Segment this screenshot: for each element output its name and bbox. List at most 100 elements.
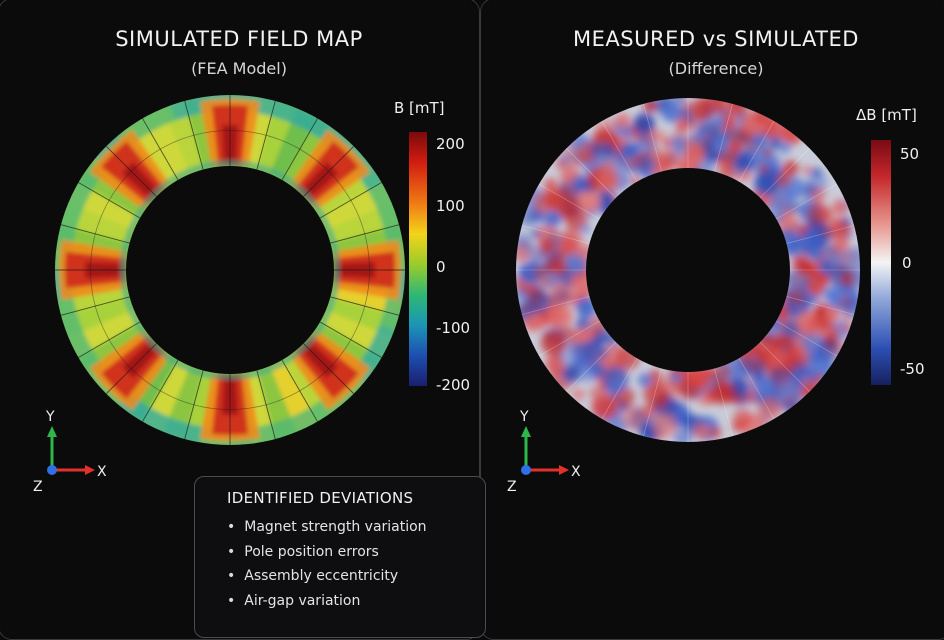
difference-blob — [576, 328, 591, 342]
difference-blob — [588, 386, 602, 399]
difference-blob — [782, 269, 807, 294]
difference-blob — [587, 327, 599, 339]
x-arrowhead-icon — [559, 465, 569, 475]
segment-line — [184, 370, 204, 440]
difference-blob — [591, 394, 618, 420]
difference-blob — [659, 148, 681, 171]
segment-line — [601, 358, 638, 420]
difference-blob — [514, 233, 532, 251]
difference-blob — [562, 364, 581, 383]
segment-line — [184, 100, 204, 170]
segment-line — [738, 120, 775, 182]
z-axis-dot — [47, 465, 57, 475]
list-item: Magnet strength variation — [227, 515, 426, 540]
difference-blob — [806, 317, 827, 338]
difference-blob — [752, 106, 771, 124]
difference-blob — [843, 323, 853, 333]
difference-blob — [565, 254, 587, 276]
colorbar-gradient — [871, 140, 891, 385]
colorbar-tick: 50 — [900, 145, 919, 163]
segment-line — [256, 100, 276, 170]
difference-blob — [815, 360, 834, 378]
x-axis-label: X — [97, 464, 107, 480]
difference-blob — [811, 186, 827, 202]
field-rim-cell — [284, 103, 319, 133]
difference-blob — [656, 130, 668, 142]
difference-blob — [758, 163, 770, 175]
colorbar-title: ΔB [mT] — [856, 106, 917, 124]
segment-line — [60, 224, 130, 244]
list-item: Pole position errors — [227, 540, 427, 565]
difference-blob — [825, 286, 845, 307]
difference-blob — [542, 210, 560, 228]
segment-line — [319, 321, 382, 358]
x-axis-label: X — [571, 464, 581, 480]
field-rim-cell — [63, 324, 93, 359]
difference-blob — [818, 259, 834, 275]
difference-blob — [757, 397, 782, 422]
difference-blob — [538, 275, 552, 289]
difference-blob — [676, 93, 686, 104]
difference-blob — [580, 223, 591, 235]
segment-line — [566, 341, 617, 392]
difference-blob — [802, 165, 812, 175]
colorbar-tick: -50 — [900, 360, 925, 378]
difference-blob — [806, 203, 829, 226]
difference-blob — [536, 224, 560, 248]
difference-blob — [582, 339, 605, 362]
z-axis-label: Z — [507, 479, 517, 495]
difference-blob — [525, 289, 550, 314]
segment-line — [60, 296, 130, 316]
difference-blob — [544, 178, 558, 192]
difference-blob — [816, 339, 840, 363]
panel-title: SIMULATED FIELD MAP — [115, 27, 363, 51]
segment-line — [256, 370, 276, 440]
colorbar-gradient — [409, 132, 427, 386]
difference-blob — [693, 424, 710, 440]
difference-blob — [575, 317, 590, 332]
difference-blob — [597, 170, 619, 193]
difference-blob — [832, 199, 848, 216]
difference-blob — [657, 98, 670, 111]
field-rim-cell — [379, 209, 405, 243]
difference-blob — [804, 271, 827, 294]
y-arrowhead-icon — [521, 426, 531, 437]
y-arrowhead-icon — [47, 426, 57, 437]
difference-blob — [767, 347, 787, 367]
difference-blob — [783, 397, 801, 416]
difference-blob — [555, 195, 580, 220]
segment-line — [281, 118, 318, 181]
difference-blob — [614, 113, 631, 129]
difference-blob — [701, 126, 713, 138]
segment-line — [330, 224, 400, 244]
difference-blob — [523, 313, 542, 332]
difference-blob — [654, 394, 669, 409]
difference-blob — [808, 228, 819, 239]
segment-line — [78, 321, 141, 358]
field-rim-cell — [284, 407, 319, 437]
field-rim-cell — [55, 209, 81, 243]
difference-blob — [599, 197, 617, 216]
difference-blob — [708, 426, 722, 440]
difference-blob — [845, 246, 870, 271]
difference-blob — [567, 187, 577, 197]
segment-line — [142, 359, 179, 422]
difference-blob — [686, 364, 712, 389]
difference-blob — [714, 116, 726, 128]
difference-blob — [786, 325, 796, 336]
difference-ring — [511, 89, 870, 447]
difference-blob — [620, 142, 637, 159]
difference-blob — [682, 142, 706, 166]
difference-blob — [779, 141, 791, 154]
segment-line — [786, 296, 855, 315]
difference-blob — [662, 138, 672, 148]
difference-blob — [623, 156, 636, 168]
difference-blob — [788, 289, 806, 306]
field-colorbar: B [mT] 200 100 0 -100 -200 — [394, 99, 470, 394]
difference-blob — [545, 255, 565, 275]
y-axis-label: Y — [45, 409, 55, 425]
difference-blob — [832, 235, 849, 252]
difference-colorbar: ΔB [mT] 50 0 -50 — [856, 106, 925, 385]
field-maps-canvas: B [mT] 200 100 0 -100 -200 ΔB [mT] 50 0 … — [33, 89, 925, 495]
segment-line — [759, 148, 810, 199]
